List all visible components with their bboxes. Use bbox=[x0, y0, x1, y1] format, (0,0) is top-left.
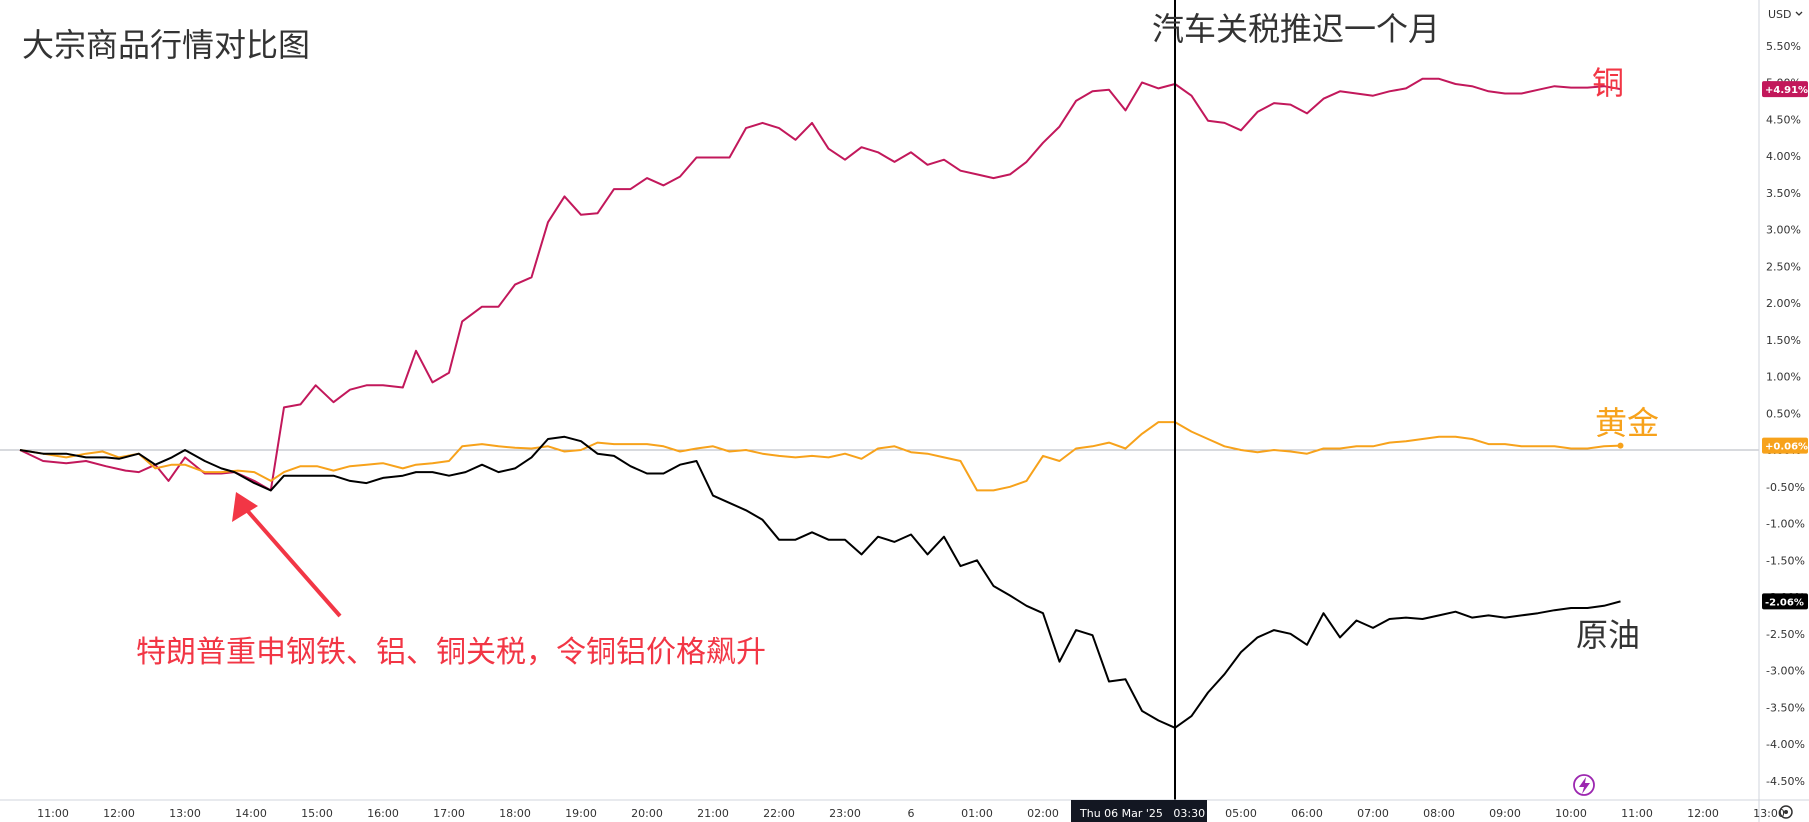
x-tick-label: 05:00 bbox=[1225, 807, 1257, 820]
settings-gear-icon[interactable] bbox=[1779, 805, 1793, 819]
x-tick-label: 18:00 bbox=[499, 807, 531, 820]
svg-text:+0.06%: +0.06% bbox=[1765, 442, 1808, 453]
series-label-gold: 黄金 bbox=[1595, 404, 1659, 442]
y-tick-label: -0.50% bbox=[1766, 481, 1805, 494]
cursor-time-label: Thu 06 Mar '25 03:30 bbox=[1071, 800, 1207, 822]
y-tick-label: 5.50% bbox=[1766, 40, 1801, 53]
time-axis[interactable]: 11:00 12:00 13:00 14:00 15:00 16:00 17:00 18:00… bbox=[0, 799, 1809, 820]
x-tick-label: 20:00 bbox=[631, 807, 663, 820]
y-tick-label: -1.00% bbox=[1766, 518, 1805, 531]
series-layer bbox=[19, 77, 1624, 729]
y-tick-label: 4.50% bbox=[1766, 113, 1801, 126]
x-tick-label: 22:00 bbox=[763, 807, 795, 820]
y-tick-label: -4.50% bbox=[1766, 775, 1805, 788]
x-tick-label: 12:00 bbox=[103, 807, 135, 820]
series-label-oil: 原油 bbox=[1576, 616, 1640, 654]
y-tick-label: -3.50% bbox=[1766, 701, 1805, 714]
currency-dropdown-icon[interactable] bbox=[1795, 11, 1803, 16]
x-tick-label: 11:00 bbox=[1621, 807, 1653, 820]
y-tick-label: -4.00% bbox=[1766, 738, 1805, 751]
x-tick-label: 11:00 bbox=[37, 807, 69, 820]
x-tick-label: 06:00 bbox=[1291, 807, 1323, 820]
series-label-copper: 铜 bbox=[1592, 64, 1624, 102]
y-tick-label: -2.50% bbox=[1766, 628, 1805, 641]
price-axis[interactable]: 5.50%5.00%4.50%4.00%3.50%3.00%2.50%2.00%… bbox=[1758, 0, 1808, 822]
series-line-gold bbox=[19, 421, 1621, 492]
y-tick-label: -1.50% bbox=[1766, 554, 1805, 567]
currency-label[interactable]: USD bbox=[1768, 8, 1792, 21]
y-tick-label: 3.50% bbox=[1766, 187, 1801, 200]
y-tick-label: 0.50% bbox=[1766, 407, 1801, 420]
x-tick-label: 6 bbox=[908, 807, 915, 820]
svg-text:-2.06%: -2.06% bbox=[1765, 597, 1804, 608]
last-value-badge-oil: -2.06% bbox=[1762, 593, 1808, 610]
x-tick-label: 16:00 bbox=[367, 807, 399, 820]
series-end-dot-gold bbox=[1617, 442, 1624, 449]
y-tick-label: 3.00% bbox=[1766, 224, 1801, 237]
y-tick-label: 4.00% bbox=[1766, 150, 1801, 163]
x-tick-label: 17:00 bbox=[433, 807, 465, 820]
y-tick-label: 2.50% bbox=[1766, 260, 1801, 273]
annotation-tariff-reaffirm: 特朗普重申钢铁、铝、铜关税，令铜铝价格飙升 bbox=[136, 635, 766, 670]
x-tick-label: 13:00 bbox=[1753, 807, 1785, 820]
y-tick-label: 1.00% bbox=[1766, 371, 1801, 384]
svg-text:+4.91%: +4.91% bbox=[1765, 85, 1808, 96]
x-tick-label: 19:00 bbox=[565, 807, 597, 820]
series-line-copper bbox=[19, 77, 1621, 492]
x-tick-label: 10:00 bbox=[1555, 807, 1587, 820]
annotation-tariff-delay: 汽车关税推迟一个月 bbox=[1152, 10, 1440, 48]
x-tick-label: 23:00 bbox=[829, 807, 861, 820]
chart-title: 大宗商品行情对比图 bbox=[22, 26, 310, 64]
y-tick-label: -3.00% bbox=[1766, 665, 1805, 678]
x-tick-label: 15:00 bbox=[301, 807, 333, 820]
x-tick-label: 21:00 bbox=[697, 807, 729, 820]
series-line-oil bbox=[19, 435, 1621, 729]
y-tick-label: 1.50% bbox=[1766, 334, 1801, 347]
x-tick-label: 08:00 bbox=[1423, 807, 1455, 820]
x-tick-label: 01:00 bbox=[961, 807, 993, 820]
x-tick-label: 12:00 bbox=[1687, 807, 1719, 820]
svg-text:Thu 06 Mar '25 03:30: Thu 06 Mar '25 03:30 bbox=[1079, 807, 1205, 820]
x-tick-label: 13:00 bbox=[169, 807, 201, 820]
x-tick-label: 07:00 bbox=[1357, 807, 1389, 820]
last-value-badge-copper: +4.91% bbox=[1762, 81, 1808, 98]
x-tick-label: 02:00 bbox=[1027, 807, 1059, 820]
annotation-arrow bbox=[232, 492, 342, 618]
lightning-icon[interactable] bbox=[1573, 774, 1595, 796]
x-tick-label: 14:00 bbox=[235, 807, 267, 820]
x-tick-label: 09:00 bbox=[1489, 807, 1521, 820]
last-value-badge-gold: +0.06% bbox=[1762, 437, 1808, 454]
y-tick-label: 2.00% bbox=[1766, 297, 1801, 310]
